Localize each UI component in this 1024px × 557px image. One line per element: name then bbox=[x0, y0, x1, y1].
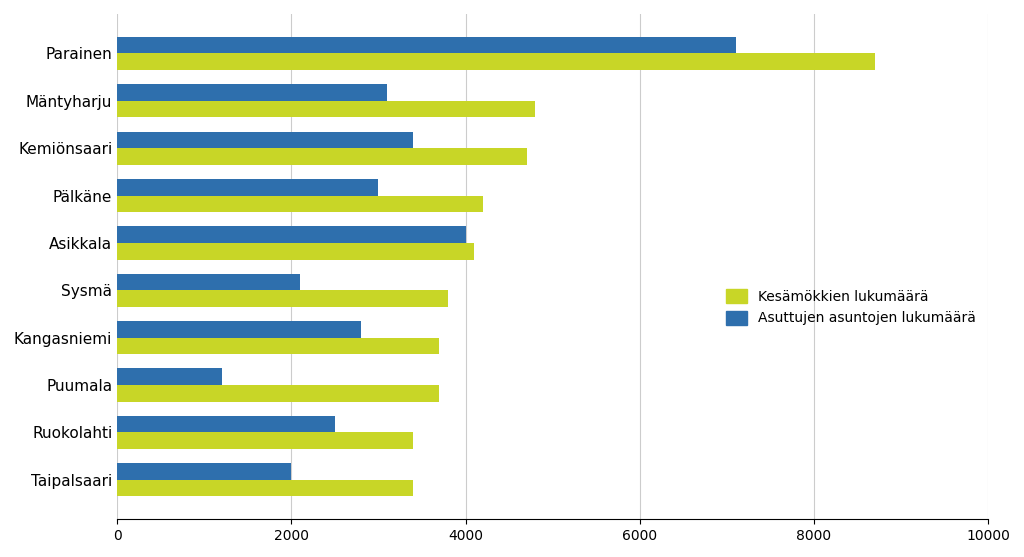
Bar bbox=[117, 148, 526, 165]
Bar bbox=[117, 179, 379, 196]
Bar bbox=[117, 369, 221, 385]
Bar bbox=[117, 84, 387, 101]
Bar bbox=[117, 226, 466, 243]
Bar bbox=[117, 37, 735, 53]
Bar bbox=[117, 463, 292, 480]
Bar bbox=[117, 321, 361, 338]
Bar bbox=[117, 131, 414, 148]
Bar bbox=[117, 101, 536, 118]
Bar bbox=[117, 290, 449, 307]
Bar bbox=[117, 480, 414, 496]
Legend: Kesämökkien lukumäärä, Asuttujen asuntojen lukumäärä: Kesämökkien lukumäärä, Asuttujen asuntoj… bbox=[720, 284, 981, 331]
Bar bbox=[117, 416, 335, 432]
Bar bbox=[117, 196, 483, 212]
Bar bbox=[117, 432, 414, 449]
Bar bbox=[117, 273, 300, 290]
Bar bbox=[117, 243, 474, 260]
Bar bbox=[117, 385, 439, 402]
Bar bbox=[117, 53, 874, 70]
Bar bbox=[117, 338, 439, 354]
